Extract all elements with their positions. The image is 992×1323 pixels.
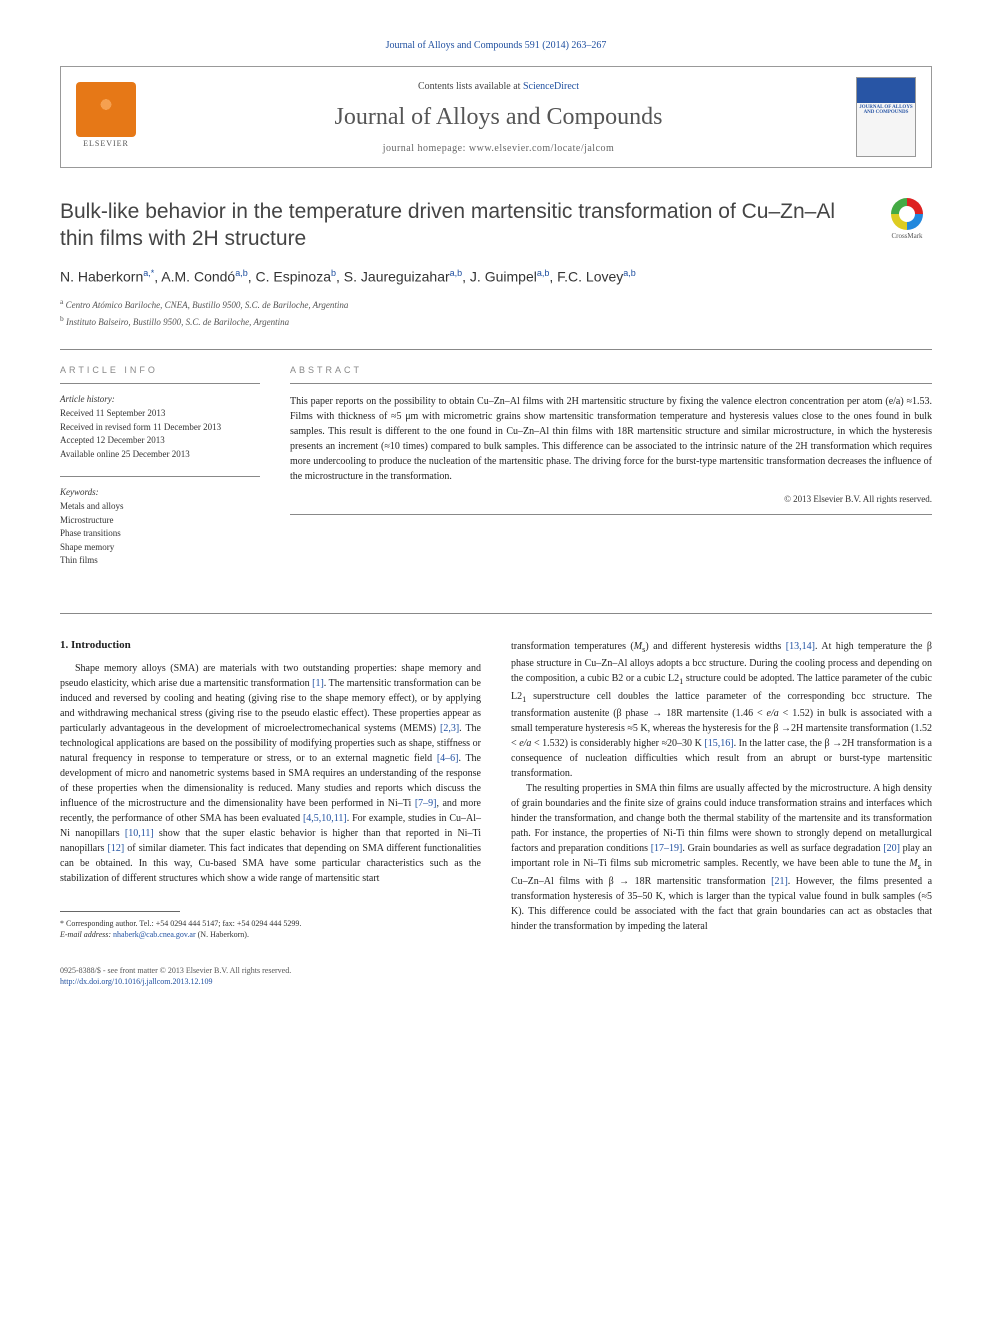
crossmark-icon: [891, 198, 923, 230]
authors-line: N. Haberkorna,*, A.M. Condóa,b, C. Espin…: [60, 268, 932, 285]
article-title: Bulk-like behavior in the temperature dr…: [60, 198, 862, 253]
article-history-label: Article history:: [60, 394, 260, 404]
keyword: Shape memory: [60, 541, 260, 555]
section-heading-introduction: 1. Introduction: [60, 639, 481, 651]
corresponding-author-footnote: * Corresponding author. Tel.: +54 0294 4…: [60, 918, 481, 940]
body-column-left: 1. Introduction Shape memory alloys (SMA…: [60, 639, 481, 940]
journal-homepage-url: www.elsevier.com/locate/jalcom: [469, 143, 614, 154]
history-received: Received 11 September 2013: [60, 407, 260, 421]
history-accepted: Accepted 12 December 2013: [60, 434, 260, 448]
article-info-sidebar: ARTICLE INFO Article history: Received 1…: [60, 365, 260, 583]
article-info-heading: ARTICLE INFO: [60, 365, 260, 375]
body-text-col1: Shape memory alloys (SMA) are materials …: [60, 661, 481, 886]
abstract-copyright: © 2013 Elsevier B.V. All rights reserved…: [290, 494, 932, 504]
elsevier-logo: ELSEVIER: [76, 82, 136, 152]
abstract-heading: ABSTRACT: [290, 365, 932, 375]
page-footer: 0925-8388/$ - see front matter © 2013 El…: [60, 965, 932, 987]
corresponding-email-link[interactable]: nhaberk@cab.cnea.gov.ar: [113, 930, 196, 939]
issn-line: 0925-8388/$ - see front matter © 2013 El…: [60, 965, 932, 976]
section-divider: [60, 349, 932, 350]
keyword: Phase transitions: [60, 527, 260, 541]
footnote-divider: [60, 911, 180, 912]
journal-cover-thumbnail: JOURNAL OF ALLOYS AND COMPOUNDS: [856, 77, 916, 157]
keyword: Metals and alloys: [60, 500, 260, 514]
affiliations: a Centro Atómico Bariloche, CNEA, Bustil…: [60, 296, 932, 329]
history-online: Available online 25 December 2013: [60, 448, 260, 462]
section-divider: [60, 613, 932, 614]
journal-title: Journal of Alloys and Compounds: [156, 104, 841, 131]
doi-link[interactable]: http://dx.doi.org/10.1016/j.jallcom.2013…: [60, 977, 213, 986]
sciencedirect-link[interactable]: ScienceDirect: [523, 81, 579, 92]
body-text-col2: transformation temperatures (Ms) and dif…: [511, 639, 932, 934]
journal-reference: Journal of Alloys and Compounds 591 (201…: [60, 40, 932, 51]
crossmark-badge[interactable]: CrossMark: [882, 198, 932, 248]
journal-homepage-line: journal homepage: www.elsevier.com/locat…: [156, 143, 841, 154]
keywords-label: Keywords:: [60, 487, 260, 497]
abstract-text: This paper reports on the possibility to…: [290, 394, 932, 484]
contents-available-line: Contents lists available at ScienceDirec…: [156, 81, 841, 92]
keyword: Microstructure: [60, 514, 260, 528]
journal-header: ELSEVIER Contents lists available at Sci…: [60, 66, 932, 168]
keyword: Thin films: [60, 554, 260, 568]
abstract-column: ABSTRACT This paper reports on the possi…: [290, 365, 932, 583]
history-revised: Received in revised form 11 December 201…: [60, 421, 260, 435]
body-column-right: transformation temperatures (Ms) and dif…: [511, 639, 932, 940]
